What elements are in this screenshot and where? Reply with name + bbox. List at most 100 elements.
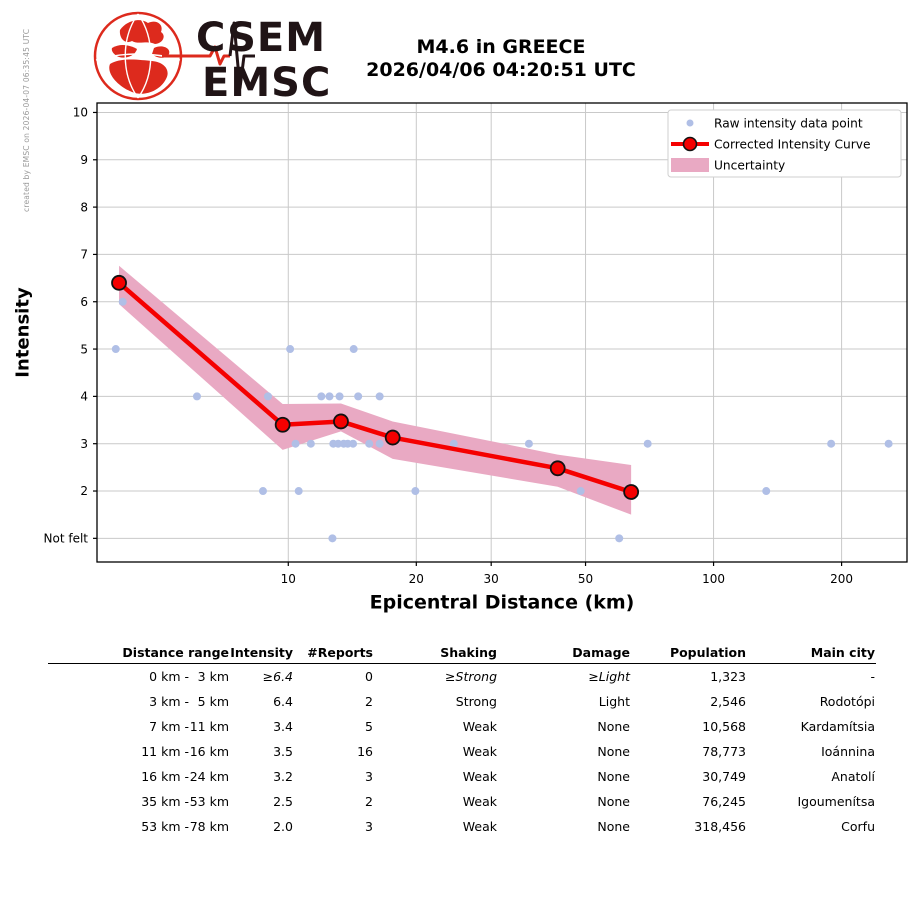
raw-intensity-point (306, 439, 315, 448)
raw-intensity-point (827, 439, 836, 448)
cell-shaking: Weak (462, 794, 497, 809)
raw-intensity-point (349, 439, 358, 448)
distance-from: 35 km - (141, 794, 189, 809)
cell-distance-range: 11 km -16 km (48, 744, 229, 759)
distance-to: 16 km (189, 744, 229, 759)
cell-intensity: 2.5 (273, 794, 293, 809)
cell-population: 1,323 (710, 669, 746, 684)
table-header-row: Distance range Intensity #Reports Shaking Da… (48, 640, 876, 664)
cell-main-city: Igoumenítsa (797, 794, 875, 809)
raw-intensity-point (286, 345, 295, 354)
cell-reports: 5 (365, 719, 373, 734)
cell-intensity: 3.4 (273, 719, 293, 734)
corrected-intensity-curve (117, 281, 632, 495)
uncertainty-band (119, 265, 632, 515)
raw-intensity-point (349, 345, 358, 354)
legend-label: Corrected Intensity Curve (714, 137, 870, 151)
cell-shaking: Weak (462, 769, 497, 784)
raw-intensity-point (643, 439, 652, 448)
table-row: 16 km -24 km 3.2 3 Weak None 30,749 Anatolí (48, 764, 876, 789)
cell-shaking: ≥Strong (445, 669, 497, 684)
corrected-intensity-marker (549, 460, 566, 477)
corrected-intensity-markers (111, 274, 640, 500)
x-axis-label: Epicentral Distance (km) (370, 592, 635, 614)
y-tick-label: Not felt (44, 532, 89, 546)
x-tick-label: 100 (702, 572, 725, 586)
cell-intensity: 3.5 (273, 744, 293, 759)
column-header: Distance range (122, 645, 229, 660)
distance-to: 24 km (189, 769, 229, 784)
column-header: Damage (572, 645, 630, 660)
emsc-logo: CSEM EMSC (93, 11, 331, 104)
table-row: 11 km -16 km 3.5 16 Weak None 78,773 Ioánnina (48, 739, 876, 764)
legend-label: Uncertainty (714, 158, 785, 172)
y-tick-label: 10 (73, 106, 88, 120)
corrected-intensity-marker (623, 484, 640, 500)
legend: Raw intensity data point Corrected Intens… (667, 109, 902, 178)
raw-intensity-point (615, 534, 624, 543)
distance-from: 53 km - (141, 819, 189, 834)
x-tick-label: 50 (578, 572, 593, 586)
x-tick-label: 200 (830, 572, 853, 586)
table-row: 3 km - 5 km 6.4 2 Strong Light 2,546 Rodotópi (48, 689, 876, 714)
column-header: Population (669, 645, 746, 660)
distance-to: 3 km (197, 669, 229, 684)
cell-main-city: Corfu (841, 819, 875, 834)
cell-main-city: Ioánnina (821, 744, 875, 759)
raw-intensity-point (449, 439, 458, 448)
raw-intensity-point (375, 392, 384, 401)
raw-intensity-point (294, 487, 303, 496)
cell-main-city: - (870, 669, 875, 684)
raw-intensity-point (354, 392, 363, 401)
x-tick-label: 30 (484, 572, 499, 586)
cell-intensity: 6.4 (273, 694, 293, 709)
cell-population: 318,456 (694, 819, 746, 834)
raw-intensity-point (111, 345, 120, 354)
corrected-intensity-marker (111, 274, 127, 291)
chart-title: M4.6 in GREECE 2026/04/06 04:20:51 UTC (366, 36, 636, 82)
cell-distance-range: 3 km - 5 km (48, 694, 229, 709)
raw-intensity-point (335, 392, 344, 401)
y-tick-label: 7 (80, 248, 88, 262)
distance-to: 53 km (189, 794, 229, 809)
distance-from: 11 km - (141, 744, 189, 759)
cell-shaking: Weak (462, 819, 497, 834)
cell-damage: None (597, 744, 630, 759)
cell-reports: 0 (365, 669, 373, 684)
cell-shaking: Weak (462, 719, 497, 734)
raw-intensity-points (111, 297, 893, 543)
cell-distance-range: 16 km -24 km (48, 769, 229, 784)
distance-from: 7 km - (149, 719, 189, 734)
cell-reports: 16 (357, 744, 373, 759)
y-tick-label: 4 (80, 390, 88, 404)
cell-main-city: Rodotópi (819, 694, 875, 709)
cell-reports: 2 (365, 694, 373, 709)
corrected-intensity-marker (384, 429, 401, 446)
y-tick-label: 8 (80, 200, 88, 214)
distance-from: 16 km - (141, 769, 189, 784)
cell-damage: ≥Light (588, 669, 630, 684)
intensity-distance-chart: Not felt 2 3 4 5 6 7 8 9 10 10 20 30 50 100 200 Epicentr… (12, 102, 908, 614)
raw-intensity-point (334, 439, 343, 448)
y-tick-label: 3 (80, 437, 88, 451)
y-tick-label: 2 (80, 484, 88, 498)
raw-intensity-point (118, 297, 127, 306)
cell-distance-range: 0 km - 3 km (48, 669, 229, 684)
column-header: Intensity (230, 645, 293, 660)
logo-text-csem: CSEM (196, 15, 326, 61)
raw-intensity-point (762, 487, 771, 496)
x-tick-label: 20 (409, 572, 424, 586)
distance-to: 78 km (189, 819, 229, 834)
table-row: 0 km - 3 km ≥6.4 0 ≥Strong ≥Light 1,323 - (48, 664, 876, 689)
cell-reports: 3 (365, 769, 373, 784)
cell-distance-range: 35 km -53 km (48, 794, 229, 809)
distance-to: 11 km (189, 719, 229, 734)
x-tick-label: 10 (281, 572, 296, 586)
axis-ticks: Not felt 2 3 4 5 6 7 8 9 10 10 20 30 50 100 200 (44, 106, 854, 587)
cell-damage: None (597, 794, 630, 809)
cell-population: 76,245 (702, 794, 746, 809)
raw-intensity-point (192, 392, 201, 401)
raw-intensity-point (328, 534, 337, 543)
logo-text-emsc: EMSC (202, 60, 331, 104)
